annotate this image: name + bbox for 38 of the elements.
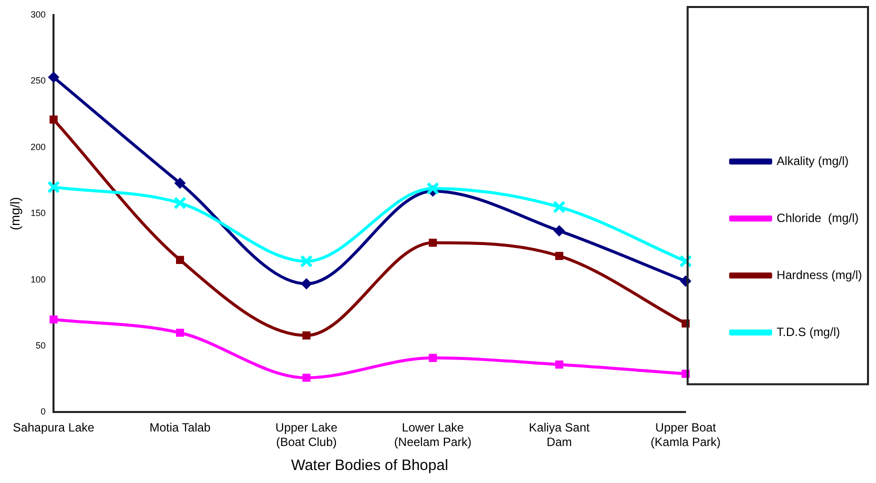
point bbox=[50, 315, 58, 324]
point bbox=[176, 256, 184, 264]
x-axis-title: Water Bodies of Bhopal bbox=[291, 457, 448, 474]
y-axis-title: (mg/l) bbox=[7, 196, 22, 230]
x-tick-label: Motia Talab bbox=[149, 420, 211, 435]
y-tick-label: 300 bbox=[30, 9, 46, 20]
y-tick-label: 50 bbox=[36, 340, 46, 350]
x-tick-label: Upper Boat (Kamla Park) bbox=[650, 420, 721, 450]
point bbox=[176, 328, 184, 337]
legend-label: Chloride (mg/l) bbox=[776, 210, 859, 225]
point bbox=[174, 196, 186, 210]
point bbox=[300, 278, 312, 290]
point bbox=[555, 252, 564, 260]
point bbox=[428, 238, 437, 247]
point bbox=[554, 225, 565, 236]
legend-label: Hardness (mg/l) bbox=[776, 268, 862, 282]
point bbox=[48, 72, 60, 83]
point bbox=[50, 116, 58, 124]
point bbox=[426, 182, 440, 195]
x-tick-label: Sahapura Lake bbox=[12, 420, 95, 435]
point bbox=[302, 331, 310, 340]
legend-label: T.D.S (mg/l) bbox=[776, 324, 840, 339]
x-tick-label: Upper Lake (Boat Club) bbox=[275, 420, 338, 450]
point bbox=[555, 360, 564, 369]
y-tick-label: 150 bbox=[30, 208, 46, 218]
x-tick-label: Kaliya Sant Dam bbox=[528, 420, 590, 450]
y-tick-label: 250 bbox=[30, 76, 46, 86]
y-tick-label: 0 bbox=[40, 406, 46, 417]
legend-label: Alkality (mg/l) bbox=[776, 154, 849, 168]
point bbox=[552, 200, 566, 214]
point bbox=[302, 374, 310, 382]
point bbox=[428, 354, 437, 362]
point bbox=[47, 180, 60, 194]
point bbox=[174, 178, 186, 189]
y-tick-label: 200 bbox=[30, 142, 46, 152]
x-tick-label: Lower Lake (Neelam Park) bbox=[394, 420, 472, 450]
point bbox=[300, 254, 313, 268]
y-tick-label: 100 bbox=[30, 274, 46, 284]
